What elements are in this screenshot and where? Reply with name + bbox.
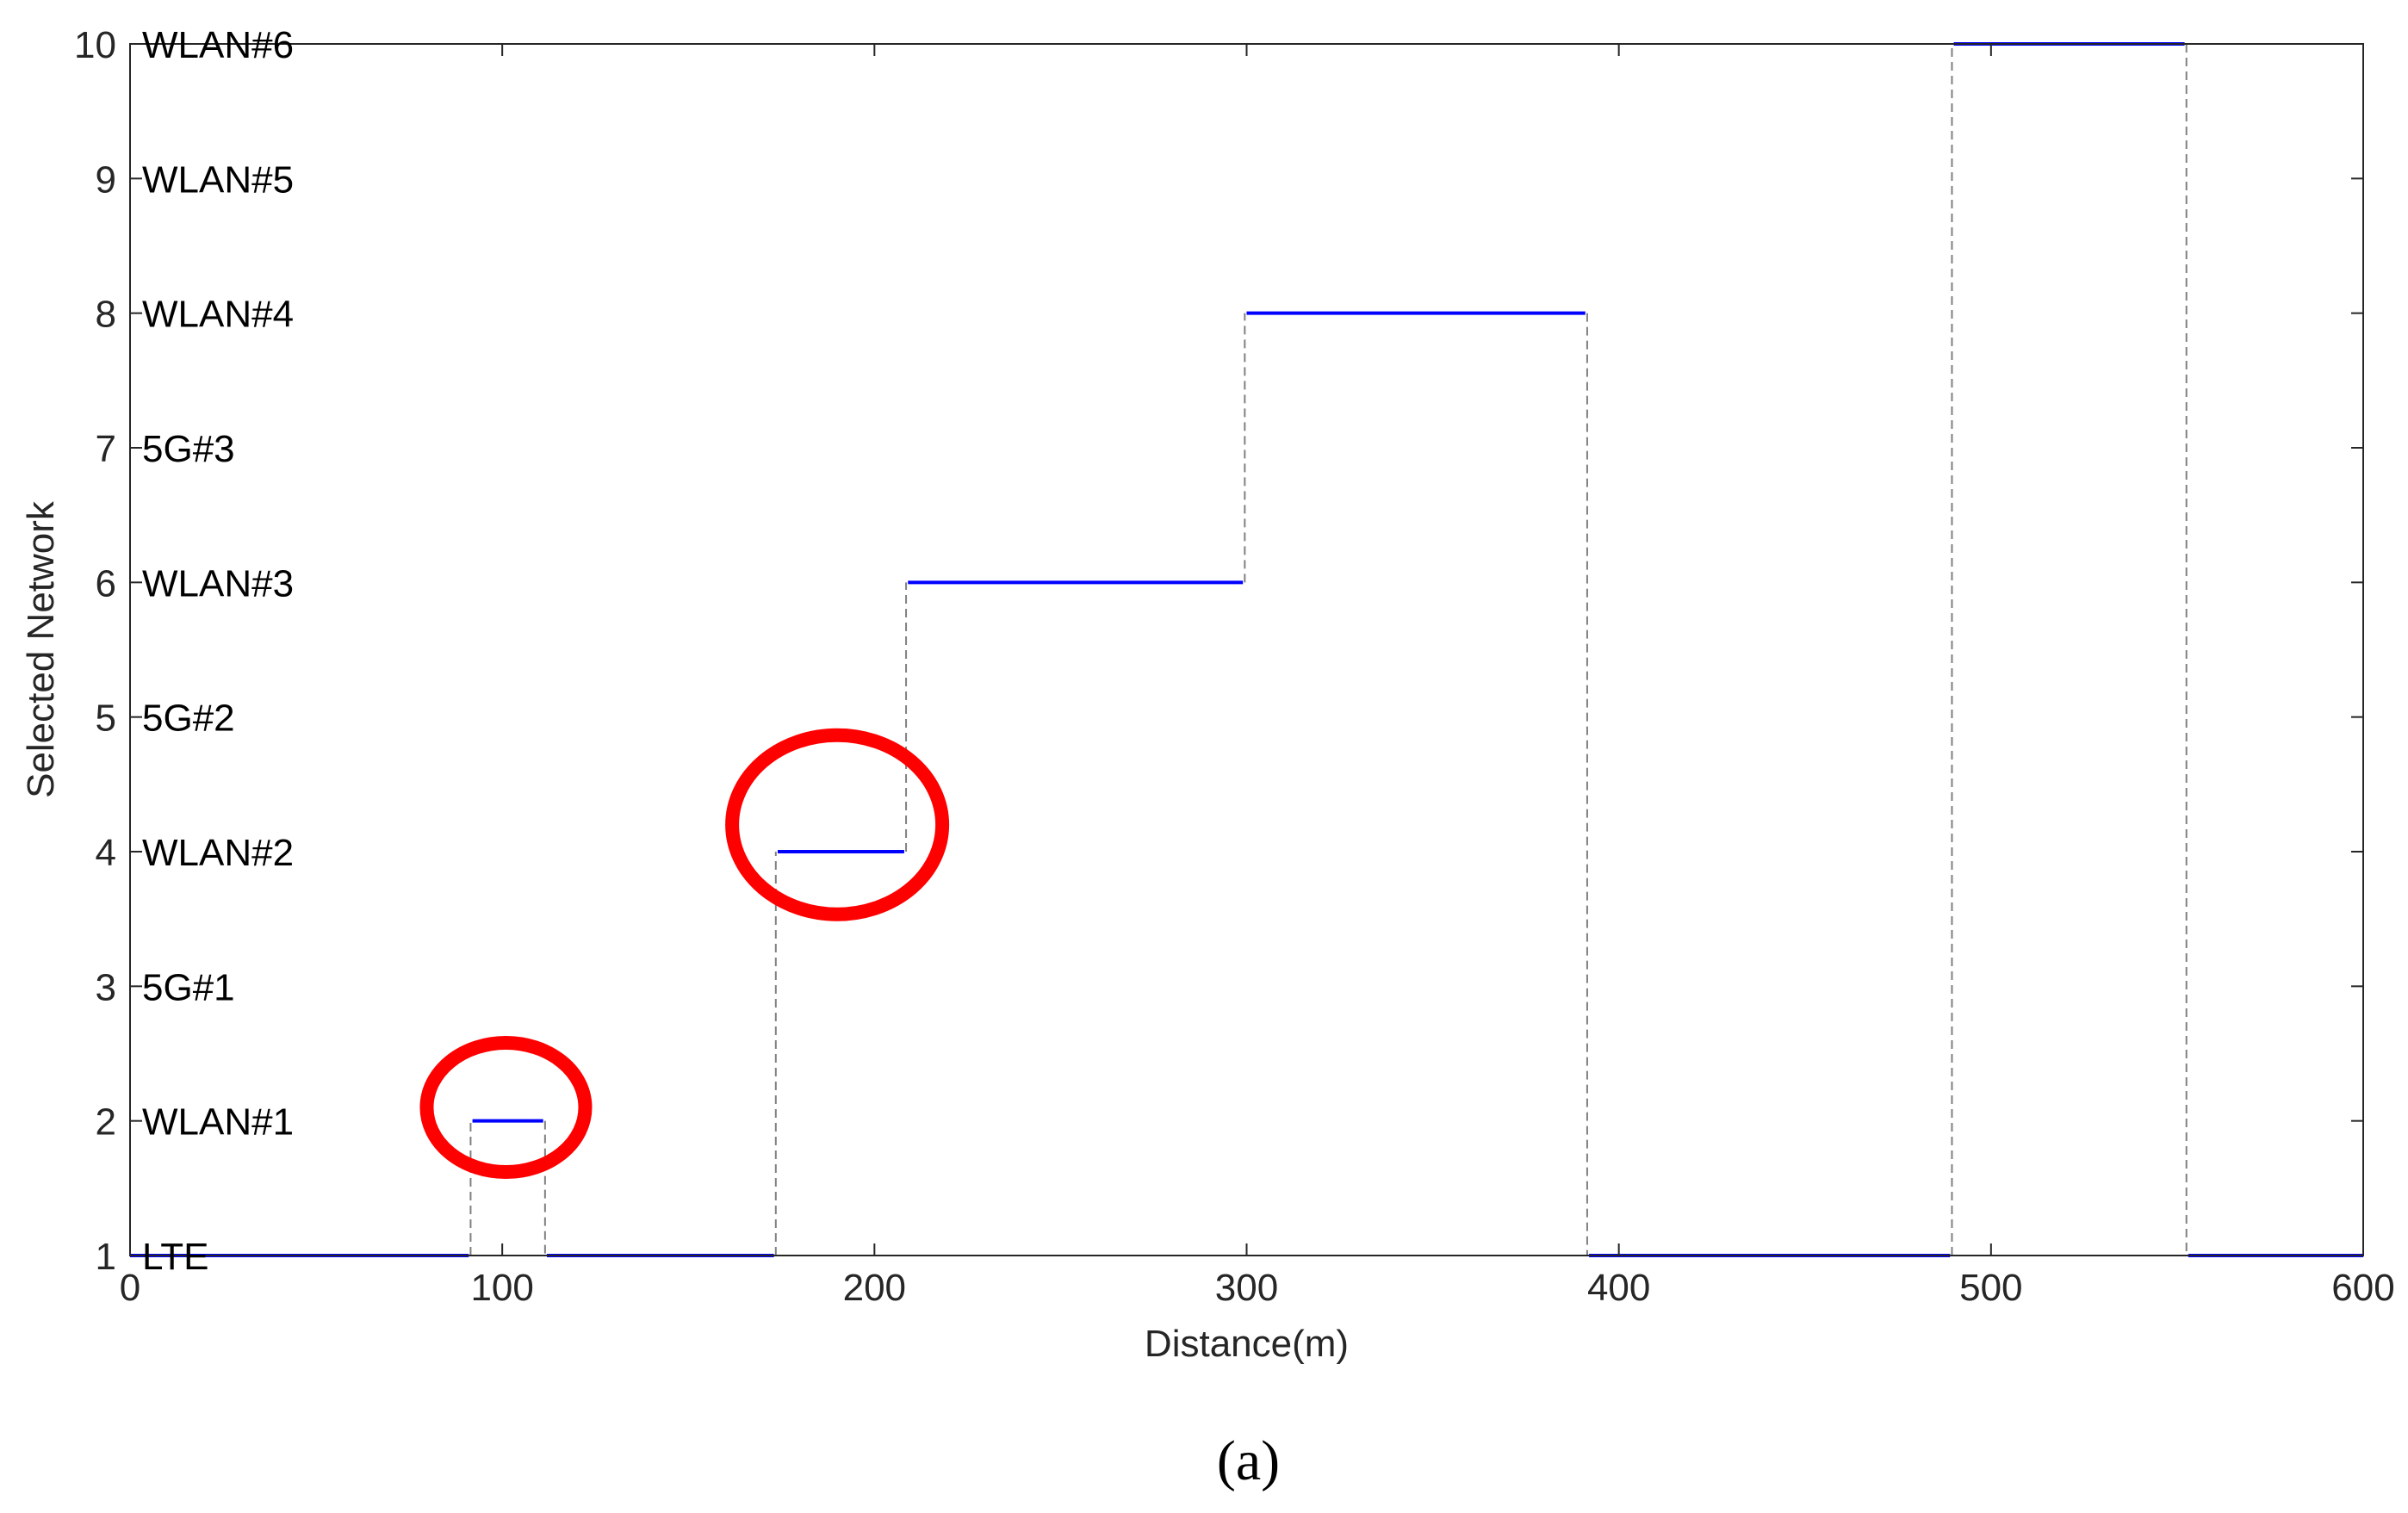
y-axis: 1 2 3 4 5 6 7 8 9 10 (74, 24, 2363, 1278)
network-label: WLAN#6 (142, 24, 294, 66)
x-axis: 0 100 200 300 400 500 600 (120, 44, 2395, 1309)
y-tick-label: 2 (96, 1101, 116, 1144)
x-tick-label: 100 (470, 1267, 533, 1309)
figure-caption: (a) (1217, 1429, 1280, 1492)
y-axis-title: Selected Network (20, 500, 62, 798)
network-label: WLAN#5 (142, 158, 294, 201)
x-tick-label: 400 (1587, 1267, 1650, 1309)
y-tick-label: 9 (96, 158, 116, 201)
network-label: WLAN#4 (142, 294, 294, 336)
y-tick-label: 1 (96, 1236, 116, 1278)
x-tick-label: 300 (1215, 1267, 1278, 1309)
x-tick-label: 500 (1959, 1267, 2022, 1309)
x-tick-label: 0 (120, 1267, 140, 1309)
y-tick-label: 3 (96, 966, 116, 1008)
y-tick-label: 8 (96, 294, 116, 336)
network-label: 5G#1 (142, 966, 235, 1008)
y-tick-label: 4 (96, 832, 116, 874)
x-tick-label: 600 (2331, 1267, 2394, 1309)
y-tick-label: 5 (96, 698, 116, 740)
highlight-circle (419, 1036, 593, 1180)
network-label: 5G#2 (142, 698, 235, 740)
network-label: 5G#3 (142, 428, 235, 470)
y-tick-label: 6 (96, 562, 116, 605)
x-axis-title: Distance(m) (1145, 1323, 1349, 1365)
y-tick-label: 7 (96, 428, 116, 470)
network-label: WLAN#2 (142, 832, 294, 874)
network-label: WLAN#3 (142, 562, 294, 605)
network-label: WLAN#1 (142, 1101, 294, 1144)
network-labels: LTE WLAN#1 5G#1 WLAN#2 5G#2 WLAN#3 5G#3 WLAN#4 W… (142, 24, 294, 1278)
highlight-circle (725, 728, 950, 921)
network-label: LTE (142, 1236, 208, 1278)
y-tick-label: 10 (74, 24, 116, 66)
x-tick-label: 200 (843, 1267, 906, 1309)
highlight-circles (419, 728, 950, 1180)
transition-lines (469, 44, 2188, 1256)
